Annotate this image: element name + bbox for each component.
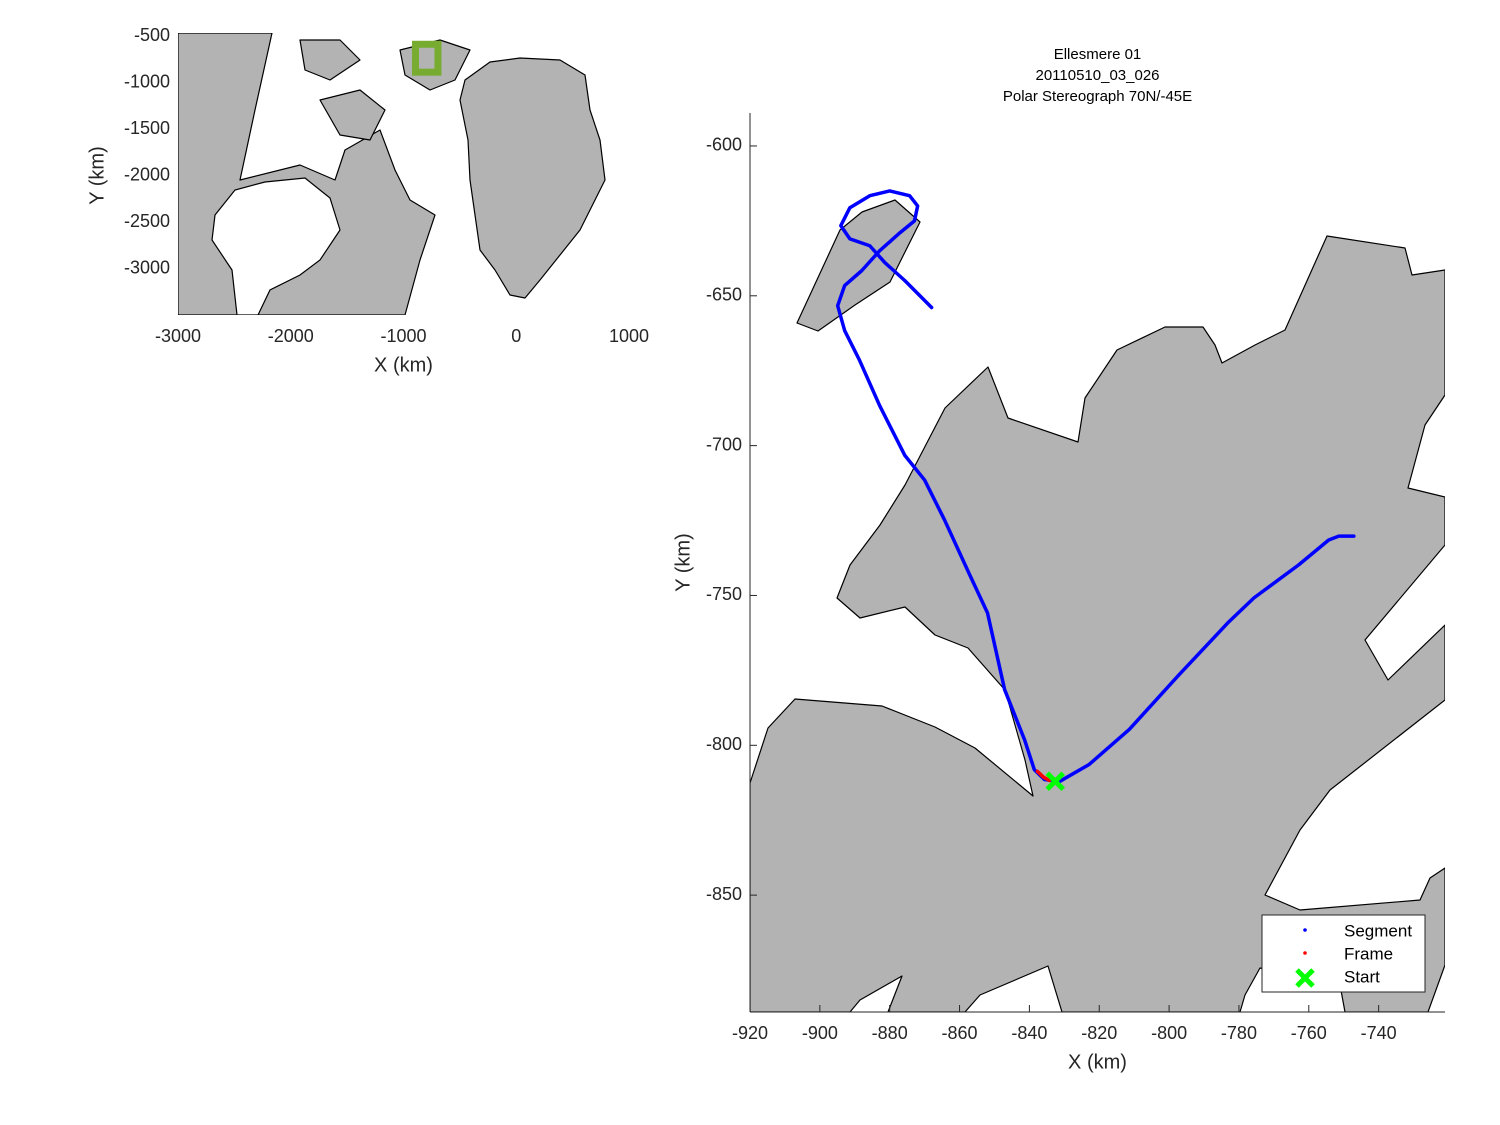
chart-title: Ellesmere 01 bbox=[1054, 46, 1142, 63]
x-tick-label: -740 bbox=[1361, 1023, 1397, 1043]
y-tick-label: -700 bbox=[706, 434, 742, 454]
x-tick-label: -840 bbox=[1011, 1023, 1047, 1043]
x-tick-label: -780 bbox=[1221, 1023, 1257, 1043]
legend-marker bbox=[1295, 968, 1315, 988]
y-tick-label: -1000 bbox=[124, 71, 170, 91]
y-tick-label: -850 bbox=[706, 884, 742, 904]
y-tick-label: -500 bbox=[134, 25, 170, 45]
y-axis-label: Y (km) bbox=[672, 533, 694, 592]
y-tick-label: -2000 bbox=[124, 164, 170, 184]
legend-label: Segment bbox=[1344, 921, 1412, 940]
x-tick-label: -820 bbox=[1081, 1023, 1117, 1043]
x-axis-label: X (km) bbox=[1068, 1051, 1127, 1073]
x-tick-label: 0 bbox=[511, 326, 521, 346]
y-tick-label: -650 bbox=[706, 285, 742, 305]
track-line bbox=[1035, 769, 1052, 783]
y-tick-label: -600 bbox=[706, 135, 742, 155]
x-axis-label: X (km) bbox=[374, 354, 433, 376]
y-tick-label: -1500 bbox=[124, 118, 170, 138]
x-tick-label: -800 bbox=[1151, 1023, 1187, 1043]
start-marker bbox=[1045, 771, 1066, 792]
x-tick-label: 1000 bbox=[609, 326, 649, 346]
y-tick-label: -750 bbox=[706, 584, 742, 604]
y-axis-label: Y (km) bbox=[86, 146, 108, 205]
plot-area bbox=[835, 189, 1356, 792]
chart-title: 20110510_03_026 bbox=[1035, 67, 1159, 84]
x-tick-label: -880 bbox=[872, 1023, 908, 1043]
legend-marker bbox=[1303, 951, 1307, 955]
legend-label: Frame bbox=[1344, 944, 1393, 963]
x-tick-label: -3000 bbox=[155, 326, 201, 346]
track-line bbox=[835, 189, 1356, 784]
x-tick-label: -2000 bbox=[268, 326, 314, 346]
detail-land bbox=[750, 199, 1445, 1012]
legend-box bbox=[1261, 914, 1426, 993]
x-tick-label: -1000 bbox=[380, 326, 426, 346]
x-tick-label: -860 bbox=[942, 1023, 978, 1043]
y-tick-label: -800 bbox=[706, 734, 742, 754]
x-tick-label: -760 bbox=[1291, 1023, 1327, 1043]
x-tick-label: -920 bbox=[732, 1023, 768, 1043]
y-tick-label: -3000 bbox=[124, 257, 170, 277]
y-tick-label: -2500 bbox=[124, 211, 170, 231]
overview-land bbox=[178, 33, 606, 315]
x-tick-label: -900 bbox=[802, 1023, 838, 1043]
legend-label: Start bbox=[1344, 967, 1380, 986]
region-box bbox=[412, 40, 442, 76]
chart-title: Polar Stereograph 70N/-45E bbox=[1003, 88, 1192, 105]
legend-marker bbox=[1303, 928, 1307, 932]
